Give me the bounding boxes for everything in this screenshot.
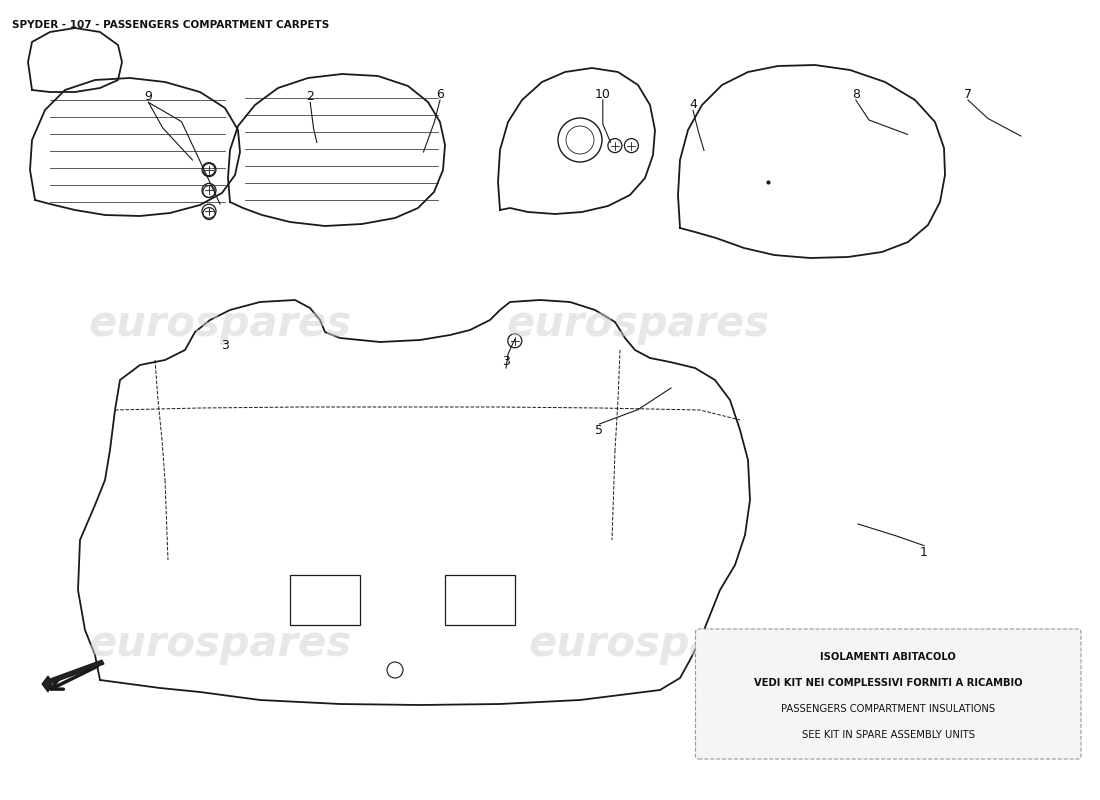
Bar	[446, 575, 515, 625]
Text: eurospares: eurospares	[88, 303, 352, 345]
Text: eurospares: eurospares	[88, 623, 352, 665]
Text: 8: 8	[851, 88, 860, 101]
Text: VEDI KIT NEI COMPLESSIVI FORNITI A RICAMBIO: VEDI KIT NEI COMPLESSIVI FORNITI A RICAM…	[754, 678, 1023, 688]
Text: 5: 5	[595, 424, 604, 437]
Text: 1: 1	[920, 546, 928, 558]
Text: SPYDER - 107 - PASSENGERS COMPARTMENT CARPETS: SPYDER - 107 - PASSENGERS COMPARTMENT CA…	[12, 20, 329, 30]
Text: eurospares: eurospares	[528, 623, 792, 665]
Text: 10: 10	[595, 88, 610, 101]
Text: 2: 2	[306, 90, 315, 102]
Text: SEE KIT IN SPARE ASSEMBLY UNITS: SEE KIT IN SPARE ASSEMBLY UNITS	[802, 730, 975, 740]
Text: PASSENGERS COMPARTMENT INSULATIONS: PASSENGERS COMPARTMENT INSULATIONS	[781, 704, 996, 714]
Text: 6: 6	[436, 88, 444, 101]
Text: ISOLAMENTI ABITACOLO: ISOLAMENTI ABITACOLO	[821, 652, 956, 662]
Text: 3: 3	[221, 339, 230, 352]
Text: 7: 7	[964, 88, 972, 101]
Polygon shape	[42, 660, 104, 692]
Text: 4: 4	[689, 98, 697, 110]
Text: 9: 9	[144, 90, 153, 102]
Text: eurospares: eurospares	[506, 303, 770, 345]
Bar	[290, 575, 360, 625]
FancyBboxPatch shape	[695, 629, 1081, 759]
Text: 3: 3	[502, 355, 510, 368]
